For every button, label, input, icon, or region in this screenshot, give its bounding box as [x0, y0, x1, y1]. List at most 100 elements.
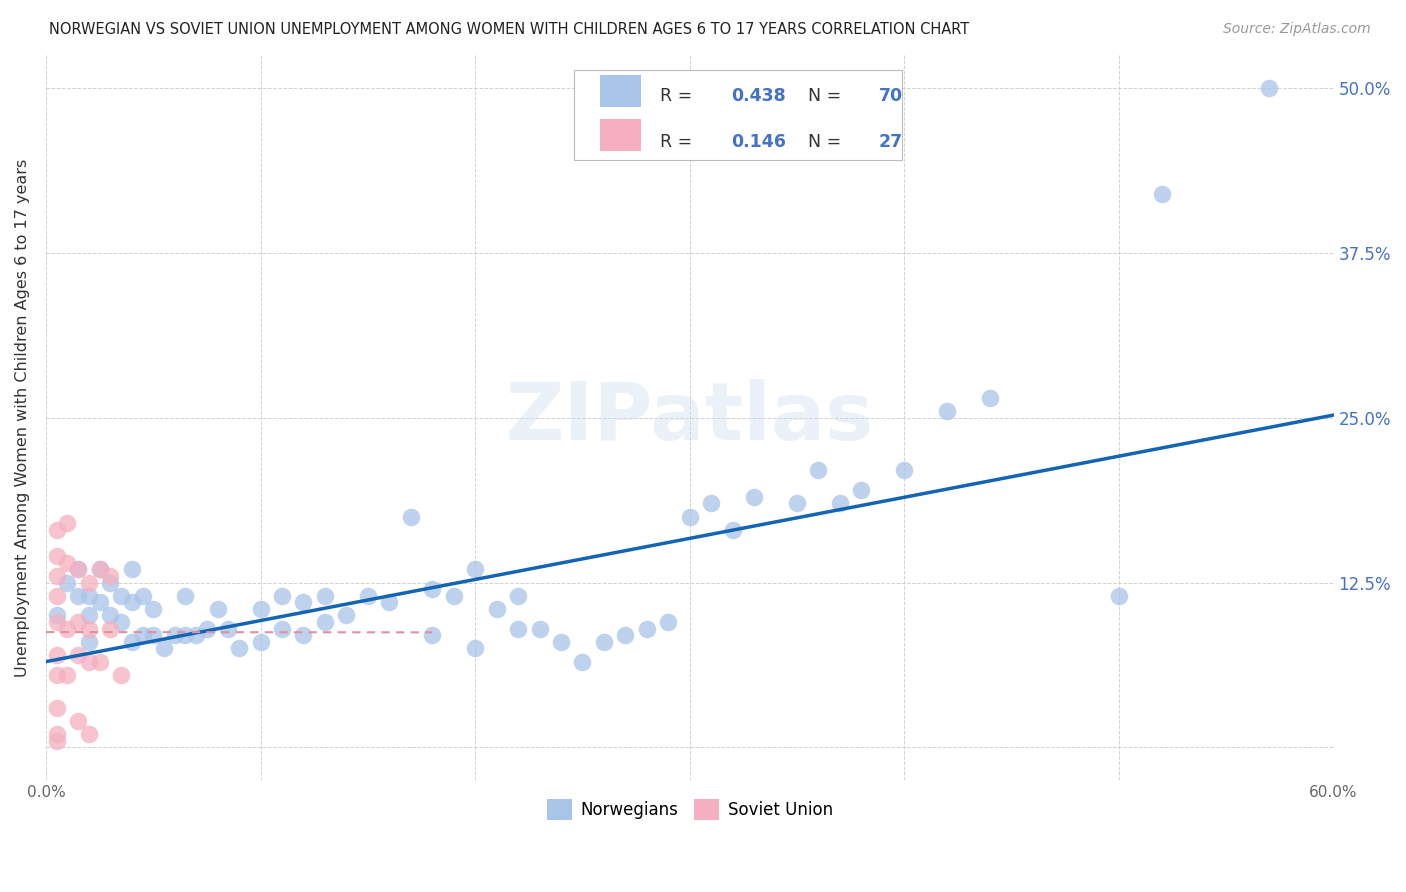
Point [464, 641, 486, 656]
Point [56, 668, 79, 682]
Point [67, 562, 90, 576]
Legend: Norwegians, Soviet Union: Norwegians, Soviet Union [540, 793, 839, 826]
Point [89, 562, 111, 576]
Point [314, 615, 336, 629]
FancyBboxPatch shape [599, 120, 641, 152]
Point [77, 655, 100, 669]
Point [89, 595, 111, 609]
Point [979, 391, 1001, 405]
Point [742, 490, 765, 504]
Point [217, 622, 239, 636]
Text: R =: R = [661, 87, 697, 105]
Point [45, 569, 67, 583]
Point [45, 523, 67, 537]
Point [207, 602, 229, 616]
Text: NORWEGIAN VS SOVIET UNION UNEMPLOYMENT AMONG WOMEN WITH CHILDREN AGES 6 TO 17 YE: NORWEGIAN VS SOVIET UNION UNEMPLOYMENT A… [49, 22, 970, 37]
Point [174, 628, 197, 642]
Point [56, 516, 79, 531]
Point [89, 562, 111, 576]
Point [45, 589, 67, 603]
Point [45, 549, 67, 563]
Point [98, 575, 121, 590]
Point [464, 562, 486, 576]
Point [1108, 589, 1130, 603]
Text: N =: N = [808, 133, 846, 151]
Y-axis label: Unemployment Among Women with Children Ages 6 to 17 years: Unemployment Among Women with Children A… [15, 159, 30, 677]
Point [121, 595, 143, 609]
Point [228, 641, 250, 656]
Point [271, 622, 294, 636]
Point [292, 628, 315, 642]
Point [45, 727, 67, 741]
Point [1258, 81, 1281, 95]
Point [77, 622, 100, 636]
Point [77, 727, 100, 741]
Point [110, 589, 132, 603]
Point [77, 635, 100, 649]
Point [163, 628, 186, 642]
Point [828, 496, 851, 510]
Point [506, 622, 529, 636]
Text: N =: N = [808, 87, 846, 105]
Point [98, 608, 121, 623]
FancyBboxPatch shape [574, 70, 903, 161]
Point [420, 628, 443, 642]
Point [807, 463, 830, 477]
Point [936, 404, 959, 418]
Point [67, 589, 90, 603]
Point [153, 641, 176, 656]
Point [110, 615, 132, 629]
Point [443, 589, 465, 603]
Point [45, 668, 67, 682]
Point [679, 509, 702, 524]
Point [45, 648, 67, 662]
Point [506, 589, 529, 603]
Point [45, 733, 67, 747]
Point [45, 608, 67, 623]
Point [77, 575, 100, 590]
Point [56, 575, 79, 590]
Point [249, 602, 271, 616]
Point [67, 714, 90, 728]
Point [893, 463, 915, 477]
Point [98, 569, 121, 583]
Point [721, 523, 744, 537]
Point [77, 608, 100, 623]
Point [45, 615, 67, 629]
Point [420, 582, 443, 596]
Point [314, 589, 336, 603]
Point [56, 556, 79, 570]
Text: 70: 70 [879, 87, 903, 105]
Point [271, 589, 294, 603]
Point [121, 562, 143, 576]
Point [786, 496, 808, 510]
Text: Source: ZipAtlas.com: Source: ZipAtlas.com [1223, 22, 1371, 37]
Point [571, 655, 593, 669]
Point [45, 700, 67, 714]
FancyBboxPatch shape [599, 75, 641, 107]
Point [77, 589, 100, 603]
Point [186, 628, 208, 642]
Point [131, 628, 153, 642]
Point [1150, 186, 1173, 201]
Point [174, 589, 197, 603]
Point [378, 595, 401, 609]
Point [110, 668, 132, 682]
Point [292, 595, 315, 609]
Point [550, 635, 572, 649]
Point [98, 622, 121, 636]
Point [485, 602, 508, 616]
Point [249, 635, 271, 649]
Point [195, 622, 218, 636]
Text: 27: 27 [879, 133, 903, 151]
Point [399, 509, 422, 524]
Point [700, 496, 723, 510]
Point [142, 628, 165, 642]
Point [636, 622, 658, 636]
Text: 0.146: 0.146 [731, 133, 786, 151]
Point [67, 615, 90, 629]
Point [657, 615, 679, 629]
Text: R =: R = [661, 133, 697, 151]
Point [89, 655, 111, 669]
Point [614, 628, 637, 642]
